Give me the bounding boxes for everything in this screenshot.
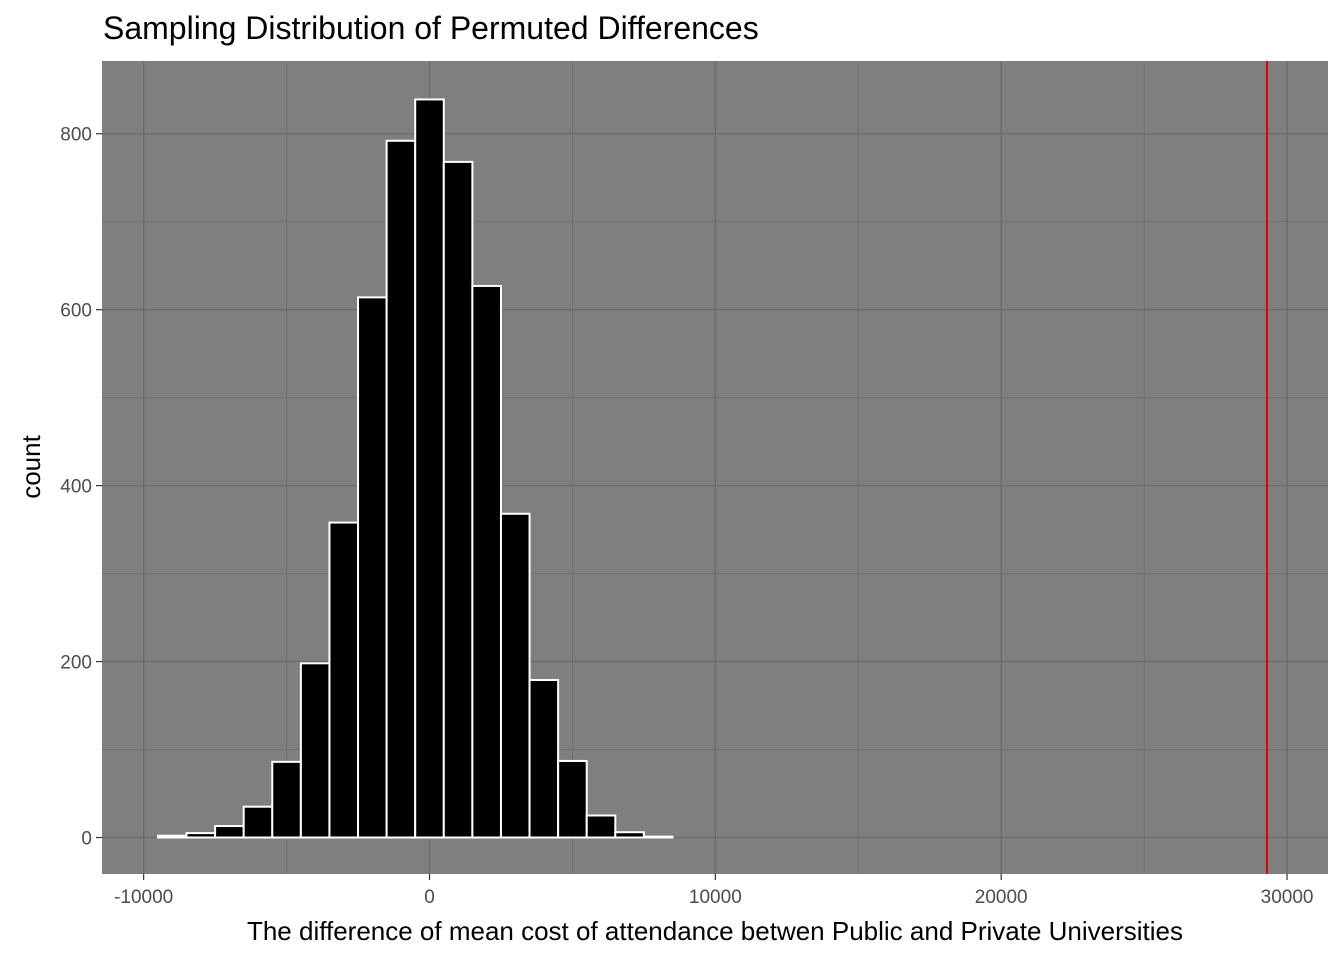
histogram-bar <box>499 512 531 839</box>
y-tick-label: 0 <box>81 829 92 850</box>
histogram-bar <box>442 160 474 839</box>
histogram-bar <box>585 814 617 839</box>
histogram-bar <box>357 296 388 839</box>
x-tick-label: 10000 <box>689 887 742 908</box>
histogram-bar <box>471 284 502 839</box>
x-tick-label: 30000 <box>1261 887 1314 908</box>
histogram-bar <box>414 98 445 839</box>
histogram-bar <box>156 834 188 839</box>
x-axis-ticks: -10000 0 10000 20000 30000 <box>114 874 1313 908</box>
chart-title: Sampling Distribution of Permuted Differ… <box>103 10 759 46</box>
histogram-bar <box>328 521 360 839</box>
x-tick-label: 20000 <box>975 887 1028 908</box>
x-axis-title: The difference of mean cost of attendanc… <box>247 916 1183 946</box>
y-tick-label: 800 <box>60 125 92 146</box>
histogram-bar <box>242 805 274 839</box>
histogram-bar <box>528 679 560 839</box>
y-axis-title: count <box>16 434 46 498</box>
histogram-bar <box>271 760 302 839</box>
y-tick-label: 200 <box>60 653 92 674</box>
y-tick-label: 400 <box>60 477 92 498</box>
histogram-bar <box>614 831 645 839</box>
histogram-bar <box>214 825 245 839</box>
histogram-bar <box>642 835 674 839</box>
histogram-bar <box>185 832 217 839</box>
histogram-bars <box>156 98 674 839</box>
histogram-bar <box>385 139 417 839</box>
y-axis-ticks: 0 200 400 600 800 <box>60 125 102 850</box>
histogram-bar <box>557 759 588 839</box>
y-tick-label: 600 <box>60 301 92 322</box>
x-tick-label: 0 <box>424 887 435 908</box>
histogram-bar <box>299 662 331 839</box>
x-tick-label: -10000 <box>114 887 173 908</box>
